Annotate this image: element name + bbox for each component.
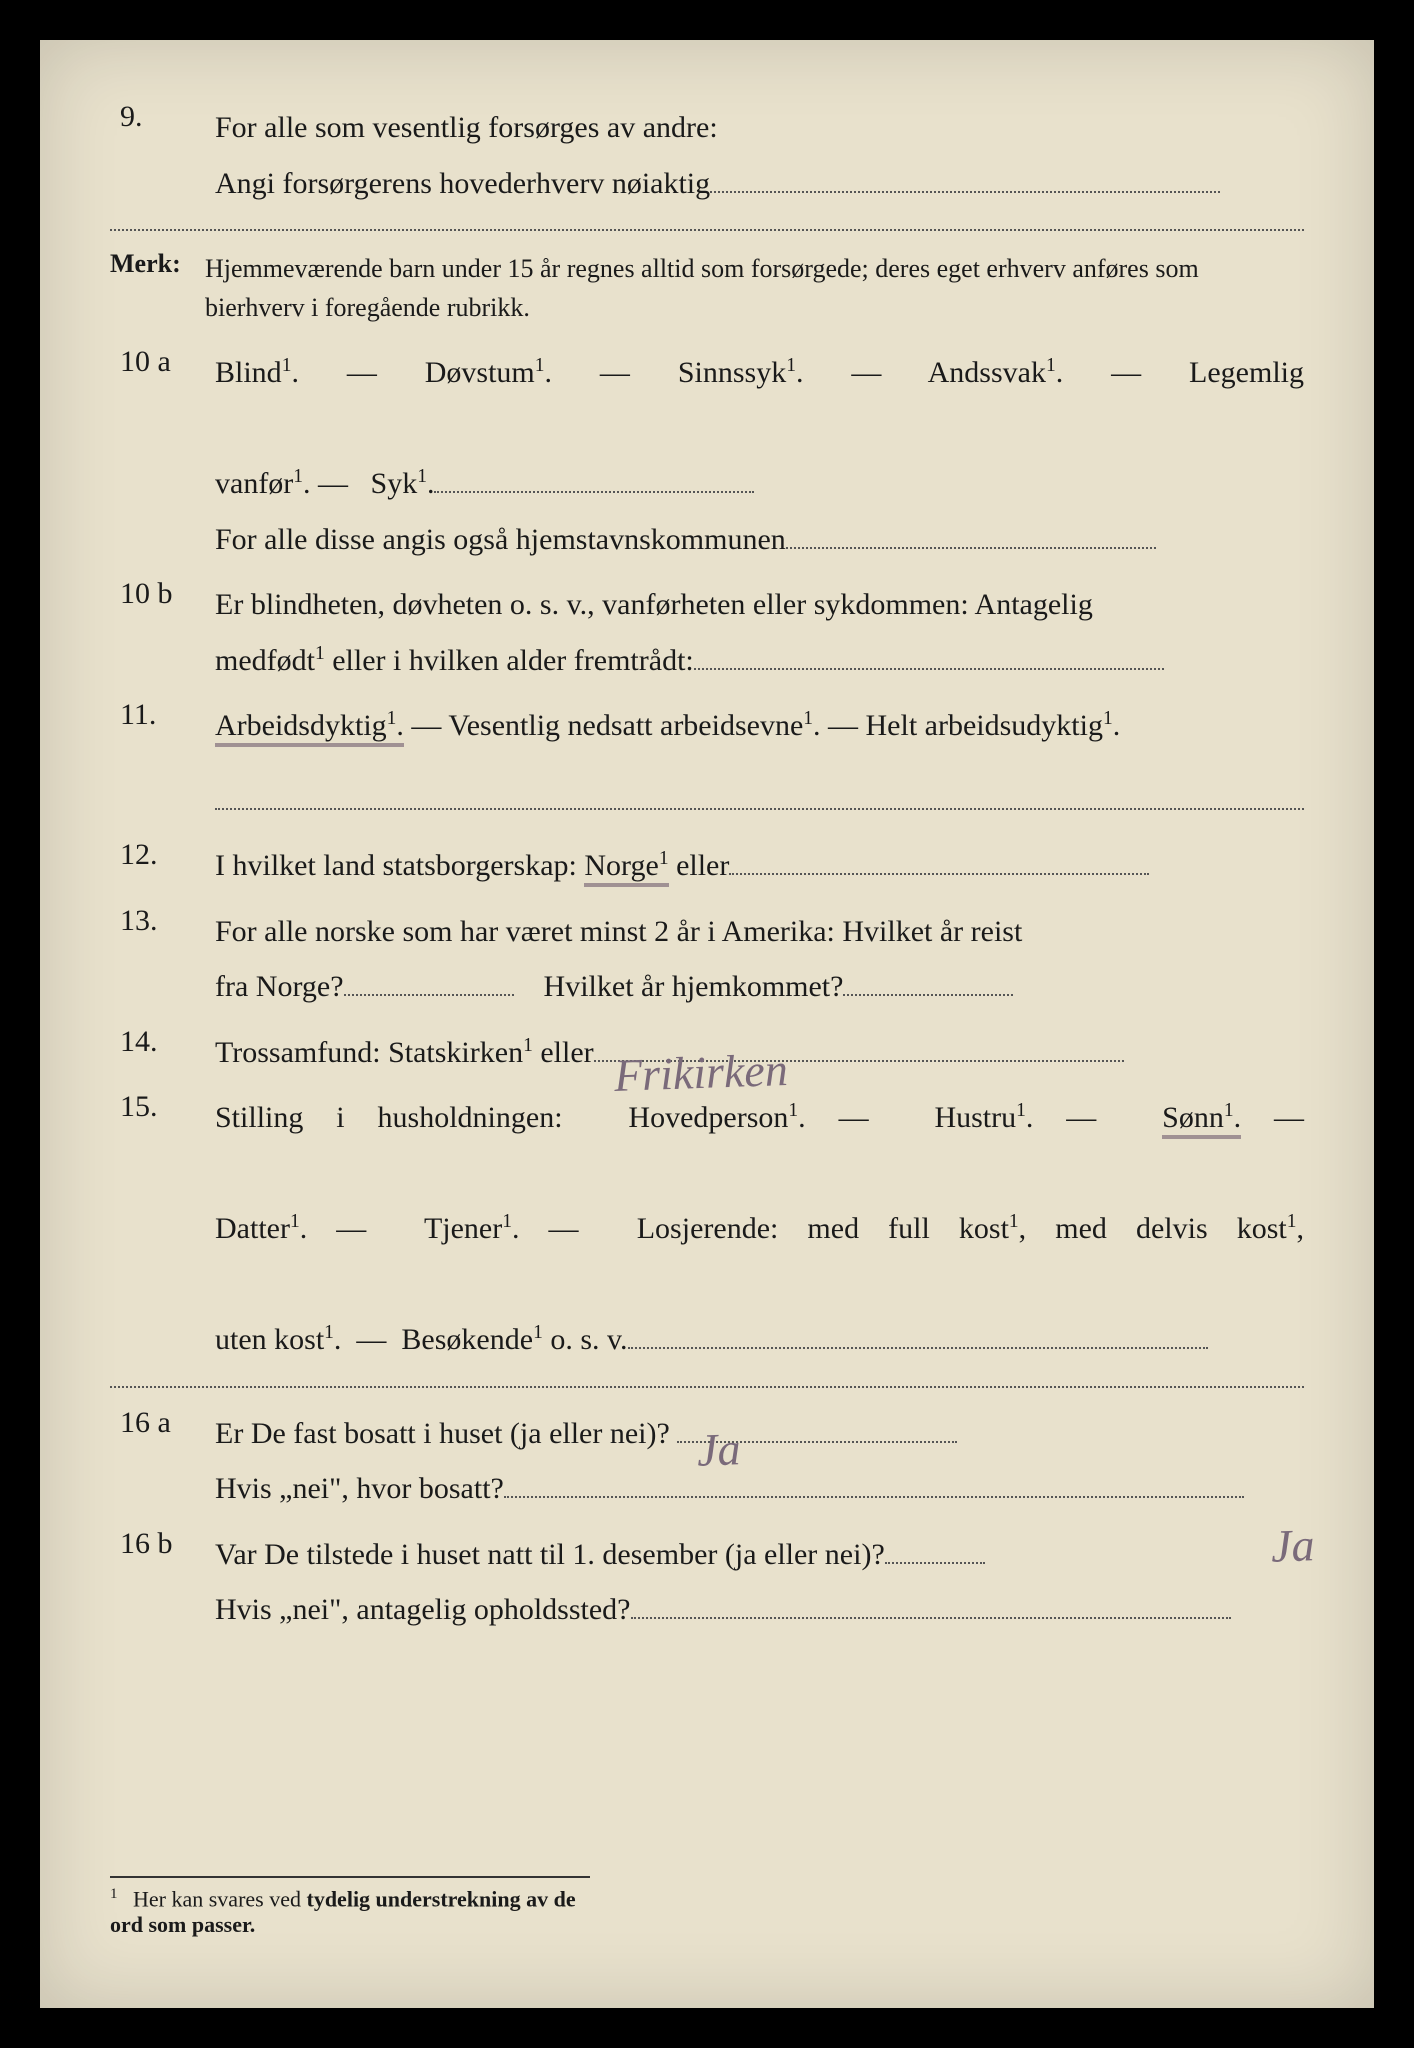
note-merk: Merk: Hjemmeværende barn under 15 år reg… <box>110 249 1304 327</box>
question-12: 12. I hvilket land statsborgerskap: Norg… <box>110 838 1304 894</box>
q14-handwritten: Frikirken <box>612 1026 789 1117</box>
q16b-line2: Hvis „nei", antagelig opholdssted? <box>215 1582 1304 1638</box>
q11-body: Arbeidsdyktig1. — Vesentlig nedsatt arbe… <box>215 698 1304 828</box>
footnote-number: 1 <box>110 1886 118 1902</box>
q16a-handwritten: Ja <box>696 1406 742 1493</box>
q15-line3: uten kost1. — Besøkende1 o. s. v. <box>215 1312 1304 1368</box>
question-10b: 10 b Er blindheten, døvheten o. s. v., v… <box>110 577 1304 688</box>
q9-number: 9. <box>110 100 215 211</box>
q15-body: Stilling i husholdningen: Hovedperson1. … <box>215 1090 1304 1368</box>
q10a-body: Blind1. — Døvstum1. — Sinnssyk1. — Andss… <box>215 345 1304 567</box>
footnote-text-a: Her kan svares ved <box>133 1886 307 1911</box>
q16a-body: Er De fast bosatt i huset (ja eller nei)… <box>215 1406 1304 1517</box>
question-9: 9. For alle som vesentlig forsørges av a… <box>110 100 1304 211</box>
q10a-options-line1: Blind1. — Døvstum1. — Sinnssyk1. — Andss… <box>215 345 1304 456</box>
q10b-body: Er blindheten, døvheten o. s. v., vanfør… <box>215 577 1304 688</box>
q10a-line2: For alle disse angis også hjemstavnskomm… <box>215 512 1304 568</box>
q13-number: 13. <box>110 904 215 1015</box>
q11-opt-underlined: Arbeidsdyktig1. <box>215 709 404 747</box>
q9-body: For alle som vesentlig forsørges av andr… <box>215 100 1304 211</box>
q15-line2: Datter1. — Tjener1. — Losjerende: med fu… <box>215 1201 1304 1312</box>
q10a-number: 10 a <box>110 345 215 567</box>
q13-body: For alle norske som har været minst 2 år… <box>215 904 1304 1015</box>
q15-number: 15. <box>110 1090 215 1368</box>
merk-text: Hjemmeværende barn under 15 år regnes al… <box>205 249 1304 327</box>
q16b-line1: Var De tilstede i huset natt til 1. dese… <box>215 1527 1304 1583</box>
q16b-number: 16 b <box>110 1527 215 1638</box>
q9-line1: For alle som vesentlig forsørges av andr… <box>215 100 1304 156</box>
question-10a: 10 a Blind1. — Døvstum1. — Sinnssyk1. — … <box>110 345 1304 567</box>
q14-number: 14. <box>110 1025 215 1081</box>
question-15: 15. Stilling i husholdningen: Hovedperso… <box>110 1090 1304 1368</box>
question-16b: 16 b Var De tilstede i huset natt til 1.… <box>110 1527 1304 1638</box>
q11-number: 11. <box>110 698 215 828</box>
q13-line1: For alle norske som har været minst 2 år… <box>215 904 1304 960</box>
merk-label: Merk: <box>110 249 205 327</box>
question-14: 14. Trossamfund: Statskirken1 eller Frik… <box>110 1025 1304 1081</box>
q10b-line2: medfødt1 eller i hvilken alder fremtrådt… <box>215 633 1304 689</box>
q10a-options-line2: vanfør1. — Syk1. <box>215 456 1304 512</box>
q16b-handwritten: Ja <box>1269 1502 1315 1589</box>
q12-number: 12. <box>110 838 215 894</box>
question-13: 13. For alle norske som har været minst … <box>110 904 1304 1015</box>
census-form-page: 9. For alle som vesentlig forsørges av a… <box>40 40 1374 2008</box>
q10b-number: 10 b <box>110 577 215 688</box>
q13-line2: fra Norge? Hvilket år hjemkommet? <box>215 959 1304 1015</box>
q16a-number: 16 a <box>110 1406 215 1517</box>
q12-opt-underlined: Norge1 <box>584 849 668 887</box>
q10b-line1: Er blindheten, døvheten o. s. v., vanfør… <box>215 577 1304 633</box>
q9-line2: Angi forsørgerens hovederhverv nøiaktig <box>215 156 1304 212</box>
q15-opt-underlined: Sønn1. <box>1162 1101 1241 1139</box>
divider <box>110 229 1304 231</box>
q14-body: Trossamfund: Statskirken1 eller Frikirke… <box>215 1025 1304 1081</box>
q12-body: I hvilket land statsborgerskap: Norge1 e… <box>215 838 1304 894</box>
q16b-body: Var De tilstede i huset natt til 1. dese… <box>215 1527 1304 1638</box>
question-11: 11. Arbeidsdyktig1. — Vesentlig nedsatt … <box>110 698 1304 828</box>
q16a-line1: Er De fast bosatt i huset (ja eller nei)… <box>215 1406 1304 1462</box>
q16a-line2: Hvis „nei", hvor bosatt? <box>215 1461 1304 1517</box>
divider <box>110 1386 1304 1388</box>
question-16a: 16 a Er De fast bosatt i huset (ja eller… <box>110 1406 1304 1517</box>
footnote: 1 Her kan svares ved tydelig understrekn… <box>110 1876 590 1938</box>
